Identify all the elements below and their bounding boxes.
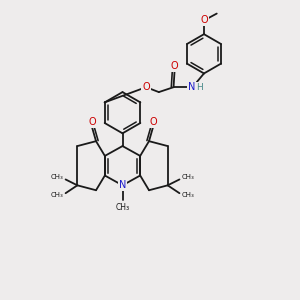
Text: CH₃: CH₃ (116, 203, 130, 212)
Text: CH₃: CH₃ (182, 175, 194, 181)
Text: O: O (171, 61, 178, 70)
Text: CH₃: CH₃ (182, 192, 194, 198)
Text: O: O (142, 82, 150, 92)
Text: H: H (196, 83, 203, 92)
Text: CH₃: CH₃ (51, 175, 64, 181)
Text: N: N (119, 180, 126, 190)
Text: O: O (88, 116, 96, 127)
Text: N: N (188, 82, 195, 92)
Text: O: O (200, 15, 208, 26)
Text: CH₃: CH₃ (51, 192, 64, 198)
Text: O: O (149, 116, 157, 127)
